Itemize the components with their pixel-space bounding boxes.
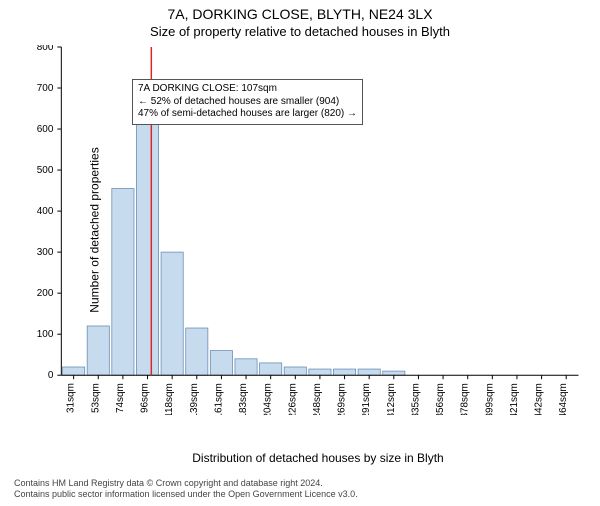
svg-text:400: 400: [37, 206, 54, 217]
svg-text:600: 600: [37, 124, 54, 135]
attribution-line-2: Contains public sector information licen…: [14, 489, 358, 500]
y-axis-label: Number of detached properties: [88, 147, 102, 312]
svg-text:53sqm: 53sqm: [90, 383, 101, 413]
svg-text:161sqm: 161sqm: [213, 383, 224, 415]
attribution-line-1: Contains HM Land Registry data © Crown c…: [14, 478, 358, 489]
x-axis-label: Distribution of detached houses by size …: [58, 451, 578, 465]
svg-text:200: 200: [37, 288, 54, 299]
svg-text:421sqm: 421sqm: [509, 383, 520, 415]
svg-text:399sqm: 399sqm: [484, 383, 495, 415]
info-line-3: 47% of semi-detached houses are larger (…: [138, 108, 357, 121]
svg-text:74sqm: 74sqm: [115, 383, 126, 413]
svg-text:226sqm: 226sqm: [287, 383, 298, 415]
svg-text:31sqm: 31sqm: [66, 383, 77, 413]
svg-text:464sqm: 464sqm: [558, 383, 569, 415]
svg-text:248sqm: 248sqm: [312, 383, 323, 415]
attribution-text: Contains HM Land Registry data © Crown c…: [14, 478, 358, 501]
svg-text:96sqm: 96sqm: [140, 383, 151, 413]
svg-text:0: 0: [48, 370, 54, 381]
svg-text:312sqm: 312sqm: [386, 383, 397, 415]
svg-text:269sqm: 269sqm: [337, 383, 348, 415]
info-line-2: ← 52% of detached houses are smaller (90…: [138, 96, 357, 109]
chart-subtitle: Size of property relative to detached ho…: [0, 24, 600, 39]
svg-text:183sqm: 183sqm: [238, 383, 249, 415]
svg-text:139sqm: 139sqm: [189, 383, 200, 415]
svg-text:378sqm: 378sqm: [460, 383, 471, 415]
svg-text:356sqm: 356sqm: [435, 383, 446, 415]
svg-text:442sqm: 442sqm: [534, 383, 545, 415]
svg-text:291sqm: 291sqm: [361, 383, 372, 415]
info-line-1: 7A DORKING CLOSE: 107sqm: [138, 83, 357, 96]
svg-text:500: 500: [37, 165, 54, 176]
svg-text:100: 100: [37, 329, 54, 340]
svg-text:204sqm: 204sqm: [263, 383, 274, 415]
chart-area: Number of detached properties 0100200300…: [60, 45, 580, 415]
svg-text:118sqm: 118sqm: [164, 383, 175, 415]
svg-text:700: 700: [37, 83, 54, 94]
chart-title: 7A, DORKING CLOSE, BLYTH, NE24 3LX: [0, 6, 600, 22]
info-box: 7A DORKING CLOSE: 107sqm ← 52% of detach…: [132, 79, 363, 125]
svg-text:300: 300: [37, 247, 54, 258]
svg-text:800: 800: [37, 45, 54, 53]
svg-text:335sqm: 335sqm: [410, 383, 421, 415]
